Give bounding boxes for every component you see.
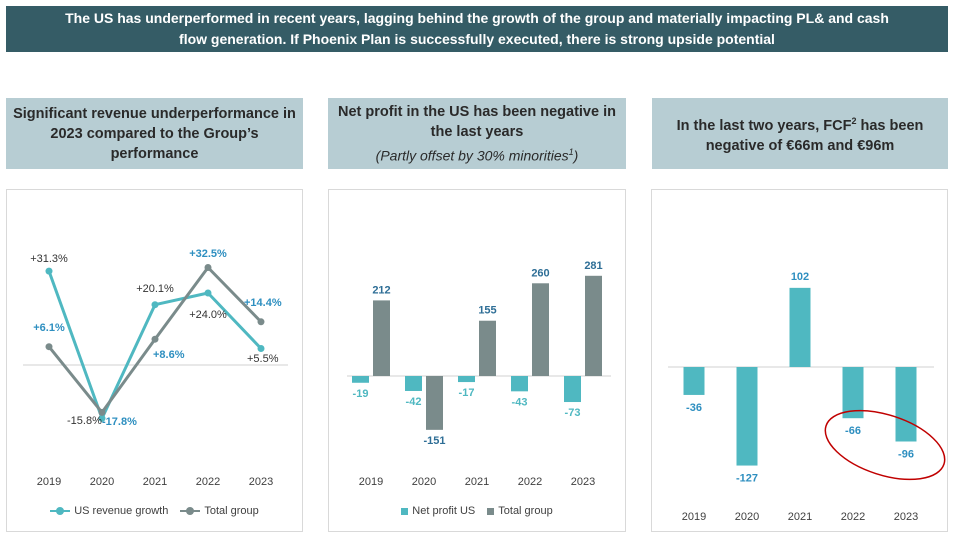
legend-us-revenue: US revenue growth [50, 505, 168, 517]
total-group-value-label: 155 [478, 305, 496, 317]
total-group-point [98, 408, 106, 416]
x-tick-label: 2021 [143, 476, 167, 488]
net-profit-header: Net profit in the US has been negative i… [328, 98, 626, 169]
total-group-label: -15.8% [67, 415, 102, 427]
us-revenue-label: +5.5% [247, 353, 279, 365]
net-profit-us-bar [458, 376, 475, 383]
fcf-bar [789, 287, 811, 367]
net-profit-us-value-label: -42 [406, 396, 422, 408]
fcf-header: In the last two years, FCF2 has been neg… [652, 98, 948, 169]
total-group-label: +32.5% [189, 248, 227, 260]
net-profit-us-value-label: -17 [459, 387, 475, 399]
us-revenue-label: +20.1% [136, 283, 174, 295]
x-tick-label: 2019 [359, 476, 383, 488]
us-revenue-label: +24.0% [189, 309, 227, 321]
legend-net-profit-us-label: Net profit US [412, 505, 476, 517]
net-profit-header-text: Net profit in the US has been negative i… [338, 103, 616, 140]
us-revenue-point [204, 289, 212, 297]
net-profit-chart: -19 -42 -17 -43 -73 212 -151 155 260 281 2019 2020 2… [347, 260, 611, 488]
total-group-bar [585, 275, 602, 376]
x-tick-label: 2023 [571, 476, 595, 488]
net-profit-us-bar [405, 376, 422, 391]
legend-us-revenue-marker [50, 507, 71, 515]
x-tick-label: 2019 [682, 511, 706, 523]
total-group-value-label: -151 [423, 435, 445, 447]
net-profit-us-bar [511, 376, 528, 392]
revenue-header: Significant revenue underperformance in … [6, 98, 303, 169]
x-tick-label: 2019 [37, 476, 61, 488]
legend-total-group-bars: Total group [487, 505, 553, 517]
total-group-point [257, 318, 265, 326]
revenue-growth-chart: +31.3% -17.8% +20.1% +24.0% +5.5% +6.1% -15.8%… [23, 248, 288, 488]
revenue-chart-legend: US revenue growth Total group [7, 505, 302, 517]
banner-line-2: flow generation. If Phoenix Plan is succ… [179, 31, 775, 47]
net-profit-us-value-label: -43 [512, 396, 528, 408]
fcf-value-label: -36 [686, 402, 702, 414]
x-tick-label: 2022 [518, 476, 542, 488]
us-revenue-point [98, 414, 106, 422]
total-group-bar [479, 320, 496, 376]
net-profit-header-sub: (Partly offset by 30% minorities1) [375, 146, 579, 164]
net-profit-chart-legend: Net profit US Total group [329, 505, 625, 517]
net-profit-us-bar [352, 376, 369, 383]
fcf-header-text: In the last two years, FCF2 has been neg… [676, 116, 924, 154]
legend-net-profit-us-marker [401, 507, 409, 515]
banner-line-1: The US has underperformed in recent year… [65, 10, 889, 26]
revenue-growth-chart-panel: +31.3% -17.8% +20.1% +24.0% +5.5% +6.1% -15.8%… [6, 189, 303, 532]
net-profit-chart-panel: -19 -42 -17 -43 -73 212 -151 155 260 281 2019 2020 2… [328, 189, 626, 532]
fcf-value-label: -127 [736, 473, 758, 485]
total-group-label: +6.1% [33, 322, 65, 334]
x-tick-label: 2023 [894, 511, 918, 523]
legend-total-group-bars-label: Total group [498, 505, 553, 517]
us-revenue-point [45, 267, 53, 275]
total-group-point [45, 343, 53, 351]
legend-net-profit-us: Net profit US [401, 505, 475, 517]
us-revenue-point [151, 301, 159, 309]
fcf-chart-panel: -36 -127 102 -66 -96 2019 2020 2021 2022 2023 [651, 189, 948, 532]
fcf-bar [736, 367, 758, 466]
legend-total-group-label: Total group [204, 505, 259, 517]
us-revenue-label: +31.3% [30, 253, 68, 265]
total-group-point [204, 264, 212, 271]
total-group-point [151, 335, 159, 343]
fcf-value-label: -96 [898, 448, 914, 460]
legend-total-group-marker [180, 507, 201, 515]
x-tick-label: 2023 [249, 476, 273, 488]
legend-us-revenue-label: US revenue growth [74, 505, 169, 517]
fcf-bar [842, 367, 864, 419]
revenue-header-text: Significant revenue underperformance in … [13, 105, 296, 162]
legend-total-group: Total group [180, 505, 259, 517]
x-tick-label: 2022 [196, 476, 220, 488]
fcf-bar [683, 367, 705, 395]
fcf-value-label: -66 [845, 425, 861, 437]
x-tick-label: 2021 [465, 476, 489, 488]
x-tick-label: 2020 [735, 511, 759, 523]
total-group-bar [373, 300, 390, 376]
x-tick-label: 2020 [90, 476, 114, 488]
total-group-value-label: 260 [531, 267, 549, 279]
fcf-chart: -36 -127 102 -66 -96 2019 2020 2021 2022 2023 [668, 271, 946, 523]
x-tick-label: 2022 [841, 511, 865, 523]
highlight-ellipse [824, 409, 946, 481]
us-revenue-label: -17.8% [102, 416, 137, 428]
net-profit-us-value-label: -19 [353, 388, 369, 400]
fcf-value-label: 102 [791, 271, 809, 283]
title-banner: The US has underperformed in recent year… [6, 6, 948, 52]
x-tick-label: 2020 [412, 476, 436, 488]
total-group-label: +8.6% [153, 349, 185, 361]
total-group-bar [532, 283, 549, 376]
total-group-label: +14.4% [244, 297, 282, 309]
net-profit-us-bar [564, 376, 581, 403]
total-group-value-label: 281 [584, 260, 602, 272]
total-group-bar [426, 376, 443, 430]
legend-total-group-bars-marker [487, 507, 495, 515]
x-tick-label: 2021 [788, 511, 812, 523]
net-profit-us-value-label: -73 [565, 407, 581, 419]
us-revenue-point [257, 345, 265, 352]
fcf-bar [895, 367, 917, 442]
total-group-value-label: 212 [372, 284, 390, 296]
